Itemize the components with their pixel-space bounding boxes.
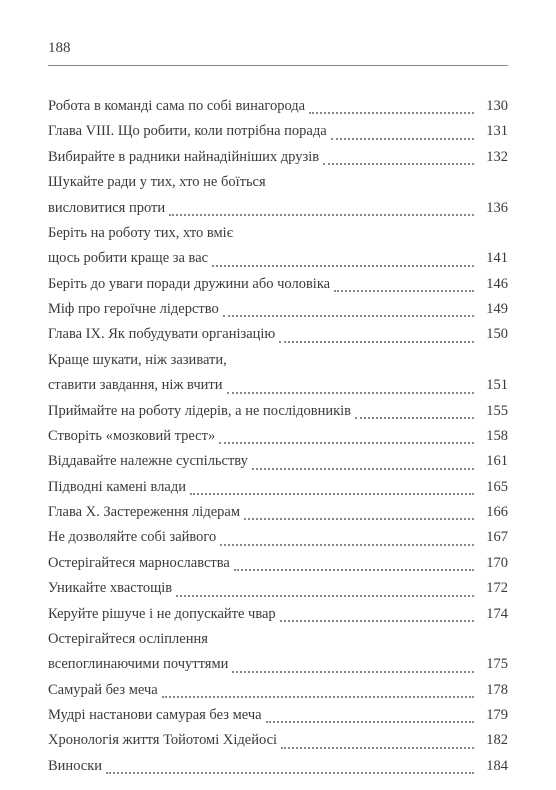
toc-title: Підводні камені влади — [48, 475, 186, 500]
toc-title: Віддавайте належне суспільству — [48, 449, 248, 474]
toc-title: Створіть «мозковий трест» — [48, 424, 215, 449]
toc-title: Самурай без меча — [48, 678, 158, 703]
toc-leader-dots — [309, 112, 474, 114]
toc-page-number: 167 — [478, 525, 508, 550]
toc-entry: Самурай без меча 178 — [48, 678, 508, 703]
toc-leader-dots — [355, 417, 474, 419]
toc-page-number: 161 — [478, 449, 508, 474]
toc-leader-dots — [281, 747, 474, 749]
toc-leader-dots — [331, 138, 474, 140]
toc-page-number: 165 — [478, 475, 508, 500]
toc-entry: Хронологія життя Тойотомі Хідейосі 182 — [48, 728, 508, 753]
toc-page-number: 166 — [478, 500, 508, 525]
toc-entry: Створіть «мозковий трест» 158 — [48, 424, 508, 449]
toc-title-line: Шукайте ради у тих, хто не боїться — [48, 170, 508, 195]
toc-leader-dots — [280, 620, 474, 622]
toc-title-line: Краще шукати, ніж зазивати, — [48, 348, 508, 373]
toc-entry: Керуйте рішуче і не допускайте чвар 174 — [48, 602, 508, 627]
toc-title-line: Остерігайтеся осліплення — [48, 627, 508, 652]
toc-entry: Глава IX. Як побудувати організацію 150 — [48, 322, 508, 347]
toc-title-line: Беріть на роботу тих, хто вміє — [48, 221, 508, 246]
toc-leader-dots — [227, 392, 475, 394]
toc-page-number: 130 — [478, 94, 508, 119]
toc-entry: Приймайте на роботу лідерів, а не послід… — [48, 399, 508, 424]
toc-entry: Робота в команді сама по собі винагорода… — [48, 94, 508, 119]
toc-leader-dots — [212, 265, 474, 267]
toc-title: Уникайте хвастощів — [48, 576, 172, 601]
toc-leader-dots — [106, 772, 474, 774]
toc-leader-dots — [220, 544, 474, 546]
toc-page-number: 170 — [478, 551, 508, 576]
toc-leader-dots — [279, 341, 474, 343]
toc-leader-dots — [244, 518, 474, 520]
toc-entry: Не дозволяйте собі зайвого 167 — [48, 525, 508, 550]
table-of-contents: Робота в команді сама по собі винагорода… — [48, 94, 508, 779]
toc-title: ставити завдання, ніж вчити — [48, 373, 223, 398]
toc-page-number: 131 — [478, 119, 508, 144]
toc-entry: щось робити краще за вас 141 — [48, 246, 508, 271]
toc-page-number: 141 — [478, 246, 508, 271]
toc-title: Виноски — [48, 754, 102, 779]
toc-title: Вибирайте в радники найнадійніших друзів — [48, 145, 319, 170]
toc-leader-dots — [232, 671, 474, 673]
toc-leader-dots — [190, 493, 474, 495]
toc-entry: Вибирайте в радники найнадійніших друзів… — [48, 145, 508, 170]
toc-entry: ставити завдання, ніж вчити 151 — [48, 373, 508, 398]
toc-entry: Глава X. Застереження лідерам 166 — [48, 500, 508, 525]
toc-title: всепоглинаючими почуттями — [48, 652, 228, 677]
toc-page-number: 132 — [478, 145, 508, 170]
toc-leader-dots — [252, 468, 474, 470]
toc-leader-dots — [219, 442, 474, 444]
toc-entry: Міф про героїчне лідерство 149 — [48, 297, 508, 322]
toc-title: Остерігайтеся марнославства — [48, 551, 230, 576]
toc-page-number: 136 — [478, 196, 508, 221]
toc-page-number: 179 — [478, 703, 508, 728]
toc-entry: Глава VIII. Що робити, коли потрібна пор… — [48, 119, 508, 144]
toc-title: Глава IX. Як побудувати організацію — [48, 322, 275, 347]
toc-title: щось робити краще за вас — [48, 246, 208, 271]
page-number: 188 — [48, 40, 508, 66]
toc-page-number: 174 — [478, 602, 508, 627]
toc-title: Хронологія життя Тойотомі Хідейосі — [48, 728, 277, 753]
toc-leader-dots — [169, 214, 474, 216]
toc-page-number: 155 — [478, 399, 508, 424]
toc-title: Керуйте рішуче і не допускайте чвар — [48, 602, 276, 627]
toc-leader-dots — [334, 290, 474, 292]
toc-title: Приймайте на роботу лідерів, а не послід… — [48, 399, 351, 424]
toc-entry: всепоглинаючими почуттями 175 — [48, 652, 508, 677]
toc-title: Не дозволяйте собі зайвого — [48, 525, 216, 550]
toc-page-number: 175 — [478, 652, 508, 677]
toc-entry: висловитися проти 136 — [48, 196, 508, 221]
toc-leader-dots — [266, 721, 474, 723]
toc-entry: Виноски 184 — [48, 754, 508, 779]
toc-page-number: 150 — [478, 322, 508, 347]
toc-title: висловитися проти — [48, 196, 165, 221]
toc-title: Робота в команді сама по собі винагорода — [48, 94, 305, 119]
toc-entry: Беріть до уваги поради дружини або чолов… — [48, 272, 508, 297]
toc-entry: Остерігайтеся марнославства 170 — [48, 551, 508, 576]
toc-title: Глава X. Застереження лідерам — [48, 500, 240, 525]
toc-leader-dots — [162, 696, 474, 698]
toc-entry: Підводні камені влади 165 — [48, 475, 508, 500]
toc-page-number: 158 — [478, 424, 508, 449]
toc-entry: Віддавайте належне суспільству 161 — [48, 449, 508, 474]
toc-entry: Мудрі настанови самурая без меча 179 — [48, 703, 508, 728]
toc-leader-dots — [323, 163, 474, 165]
toc-leader-dots — [223, 315, 474, 317]
toc-title: Глава VIII. Що робити, коли потрібна пор… — [48, 119, 327, 144]
toc-title: Беріть до уваги поради дружини або чолов… — [48, 272, 330, 297]
toc-page-number: 182 — [478, 728, 508, 753]
toc-page-number: 184 — [478, 754, 508, 779]
toc-page-number: 146 — [478, 272, 508, 297]
toc-leader-dots — [176, 595, 474, 597]
toc-page-number: 149 — [478, 297, 508, 322]
toc-page-number: 151 — [478, 373, 508, 398]
toc-leader-dots — [234, 569, 474, 571]
toc-title: Міф про героїчне лідерство — [48, 297, 219, 322]
toc-title: Мудрі настанови самурая без меча — [48, 703, 262, 728]
toc-page-number: 172 — [478, 576, 508, 601]
toc-entry: Уникайте хвастощів 172 — [48, 576, 508, 601]
toc-page-number: 178 — [478, 678, 508, 703]
